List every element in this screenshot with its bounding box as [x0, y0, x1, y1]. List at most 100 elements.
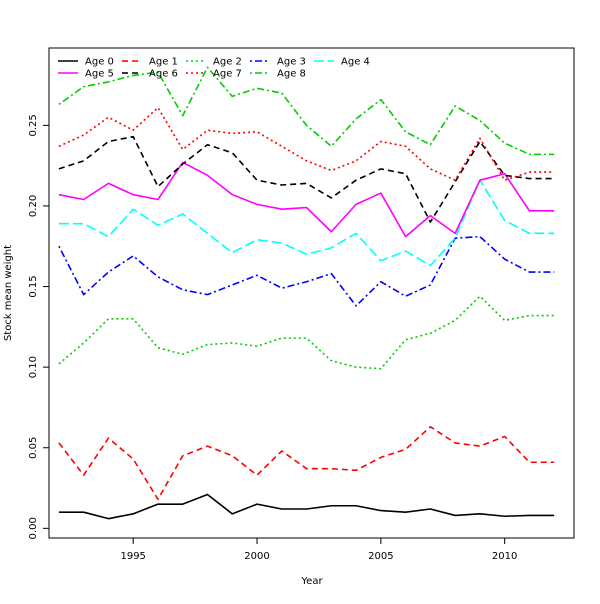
- data-point-age-6: [479, 141, 480, 142]
- data-point-age-8: [306, 125, 307, 126]
- data-point-age-8: [331, 146, 332, 147]
- data-point-age-7: [479, 138, 480, 139]
- data-point-age-3: [157, 276, 158, 277]
- data-point-age-0: [479, 513, 480, 514]
- legend-label: Age 7: [213, 69, 242, 80]
- data-point-age-3: [232, 284, 233, 285]
- data-point-age-6: [405, 173, 406, 174]
- legend-item-age-8: Age 8: [250, 69, 306, 80]
- data-point-age-6: [108, 141, 109, 142]
- series-line-age-5: [58, 161, 555, 238]
- data-point-age-1: [108, 437, 109, 438]
- data-point-age-4: [331, 247, 332, 248]
- data-point-age-7: [430, 168, 431, 169]
- data-point-age-7: [331, 170, 332, 171]
- data-point-age-0: [207, 494, 208, 495]
- data-point-age-7: [108, 117, 109, 118]
- data-point-age-4: [83, 223, 84, 224]
- data-point-age-2: [281, 338, 282, 339]
- series-age-3: [58, 235, 555, 307]
- data-point-age-2: [108, 318, 109, 319]
- data-point-age-0: [182, 504, 183, 505]
- data-point-age-8: [256, 88, 257, 89]
- data-point-age-7: [58, 146, 59, 147]
- data-point-age-6: [355, 180, 356, 181]
- data-point-age-4: [157, 225, 158, 226]
- data-point-age-8: [83, 86, 84, 87]
- data-point-age-3: [207, 294, 208, 295]
- data-point-age-5: [83, 199, 84, 200]
- data-point-age-0: [380, 510, 381, 511]
- data-point-age-4: [133, 209, 134, 210]
- data-point-age-5: [157, 199, 158, 200]
- legend: Age 0 Age 1 Age 2 Age 3 Age 4 Age 5 Age 6 Age 7…: [58, 57, 370, 80]
- data-point-age-4: [529, 233, 530, 234]
- data-point-age-6: [182, 163, 183, 164]
- data-point-age-1: [331, 468, 332, 469]
- data-point-age-4: [430, 265, 431, 266]
- data-point-age-6: [58, 168, 59, 169]
- data-point-age-5: [479, 180, 480, 181]
- data-point-age-8: [58, 104, 59, 105]
- data-point-age-5: [405, 236, 406, 237]
- data-point-age-8: [133, 75, 134, 76]
- series-lines: [58, 66, 555, 520]
- data-point-age-1: [479, 446, 480, 447]
- data-point-age-1: [83, 475, 84, 476]
- data-point-age-3: [479, 236, 480, 237]
- series-line-age-4: [58, 179, 555, 267]
- data-point-age-3: [182, 289, 183, 290]
- data-point-age-7: [207, 130, 208, 131]
- data-point-age-4: [281, 242, 282, 243]
- data-point-age-6: [281, 184, 282, 185]
- data-point-age-6: [529, 178, 530, 179]
- data-point-age-3: [430, 284, 431, 285]
- data-point-age-5: [256, 204, 257, 205]
- data-point-age-7: [529, 172, 530, 173]
- data-point-age-0: [58, 512, 59, 513]
- data-point-age-6: [331, 197, 332, 198]
- data-point-age-2: [455, 320, 456, 321]
- data-point-age-2: [504, 320, 505, 321]
- legend-label: Age 2: [213, 57, 242, 68]
- plot-frame: [48, 47, 575, 539]
- y-tick-label: 0.20: [28, 195, 39, 217]
- data-point-age-0: [504, 516, 505, 517]
- data-point-age-7: [355, 160, 356, 161]
- x-tick-label: 2005: [368, 551, 393, 562]
- data-point-age-2: [58, 363, 59, 364]
- data-point-age-1: [232, 455, 233, 456]
- data-point-age-1: [182, 455, 183, 456]
- data-point-age-7: [281, 146, 282, 147]
- data-point-age-0: [232, 513, 233, 514]
- legend-label: Age 5: [85, 69, 114, 80]
- data-point-age-1: [207, 446, 208, 447]
- data-point-age-1: [430, 426, 431, 427]
- data-point-age-2: [256, 346, 257, 347]
- data-point-age-2: [182, 354, 183, 355]
- data-point-age-0: [529, 515, 530, 516]
- data-point-age-5: [133, 194, 134, 195]
- series-age-8: [58, 66, 555, 156]
- data-point-age-5: [306, 207, 307, 208]
- data-point-age-8: [529, 154, 530, 155]
- data-point-age-5: [281, 209, 282, 210]
- data-point-age-4: [504, 220, 505, 221]
- data-point-age-8: [554, 154, 555, 155]
- data-point-age-3: [83, 294, 84, 295]
- data-point-age-3: [133, 255, 134, 256]
- data-point-age-3: [355, 305, 356, 306]
- series-age-7: [58, 106, 555, 181]
- data-point-age-0: [306, 508, 307, 509]
- data-point-age-7: [256, 131, 257, 132]
- data-point-age-6: [232, 152, 233, 153]
- legend-item-age-3: Age 3: [250, 57, 306, 68]
- data-point-age-4: [306, 254, 307, 255]
- data-point-age-5: [355, 204, 356, 205]
- data-point-age-2: [232, 342, 233, 343]
- data-point-age-2: [380, 368, 381, 369]
- series-age-0: [58, 493, 555, 520]
- data-point-age-0: [256, 504, 257, 505]
- data-point-age-6: [306, 183, 307, 184]
- data-point-age-6: [157, 186, 158, 187]
